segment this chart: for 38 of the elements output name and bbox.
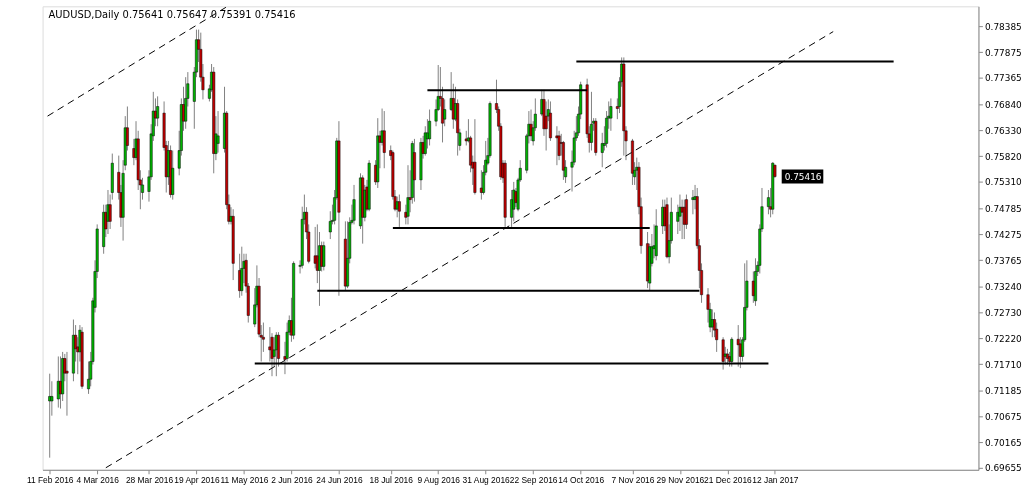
x-tick-label: 31 Aug 2016 <box>462 475 511 486</box>
y-tick-label: 0.72730 <box>984 307 1023 318</box>
y-tick-label: 0.73240 <box>984 282 1023 293</box>
y-tick-label: 0.70675 <box>984 411 1022 422</box>
x-tick-label: 18 Jul 2016 <box>369 475 414 486</box>
y-tick-label: 0.69655 <box>984 463 1022 474</box>
y-tick-label: 0.76330 <box>984 125 1023 136</box>
y-tick-label: 0.78385 <box>984 21 1022 32</box>
y-tick-label: 0.74785 <box>984 203 1022 214</box>
x-tick-label: 2 Jun 2016 <box>271 475 314 486</box>
y-tick-label: 0.73765 <box>984 255 1022 266</box>
x-tick-label: 22 Sep 2016 <box>509 475 558 486</box>
x-tick-label: 14 Oct 2016 <box>558 475 605 486</box>
y-tick-label: 0.71185 <box>984 386 1022 397</box>
x-tick-label: 9 Aug 2016 <box>417 475 461 486</box>
annotation: 0.75416 <box>784 171 822 182</box>
y-tick-label: 0.74275 <box>984 229 1022 240</box>
x-tick-label: 11 Feb 2016 <box>26 475 74 486</box>
x-tick-label: 11 May 2016 <box>220 475 269 486</box>
y-tick-label: 0.77875 <box>984 47 1022 58</box>
x-tick-label: 28 Mar 2016 <box>125 475 174 486</box>
candlestick <box>555 125 559 166</box>
y-tick-label: 0.72220 <box>984 333 1023 344</box>
y-tick-label: 0.75310 <box>984 177 1023 188</box>
chart-title: AUDUSD,Daily 0.75641 0.75647 0.75391 0.75416 <box>48 9 296 21</box>
x-tick-label: 24 Jun 2016 <box>316 475 363 486</box>
y-tick-label: 0.71710 <box>984 359 1023 370</box>
candlestick <box>65 351 69 417</box>
x-tick-label: 4 Mar 2016 <box>76 475 120 486</box>
y-tick-label: 0.76840 <box>984 99 1023 110</box>
x-tick-label: 19 Apr 2016 <box>174 475 220 486</box>
x-tick-label: 29 Nov 2016 <box>656 475 705 486</box>
y-tick-label: 0.70165 <box>984 437 1022 448</box>
y-tick-label: 0.77365 <box>984 73 1022 84</box>
y-tick-label: 0.75820 <box>984 151 1023 162</box>
x-tick-label: 12 Jan 2017 <box>752 475 799 486</box>
x-tick-label: 7 Nov 2016 <box>611 475 655 486</box>
x-tick-label: 21 Dec 2016 <box>704 475 753 486</box>
